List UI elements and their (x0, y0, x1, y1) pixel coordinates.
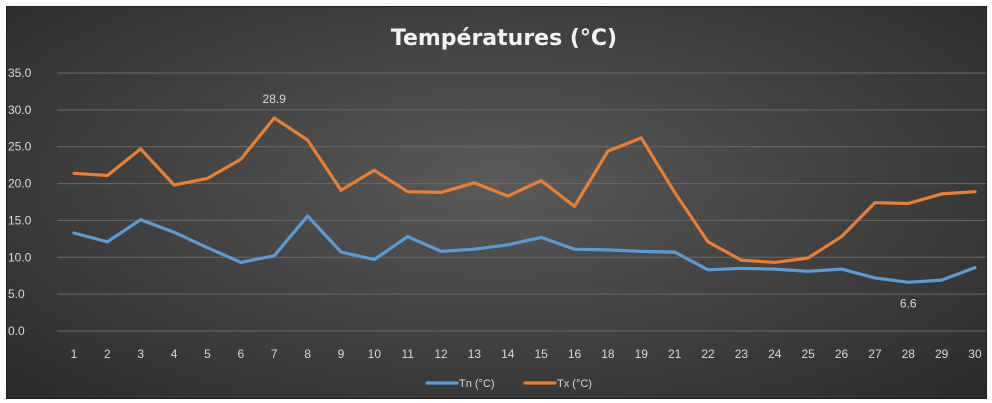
legend-label: Tn (°C) (459, 378, 495, 390)
x-tick-label: 15 (535, 347, 549, 361)
x-tick-label: 6 (238, 347, 245, 361)
x-tick-label: 24 (768, 347, 782, 361)
x-tick-label: 26 (835, 347, 849, 361)
y-tick-label: 5.0 (8, 287, 25, 301)
x-tick-label: 23 (735, 347, 749, 361)
chart-area: Températures (°C) 0.0 5.0 10.0 15.0 20.0 25.0… (6, 6, 987, 399)
x-tick-label: 13 (468, 347, 482, 361)
x-tick-label: 9 (338, 347, 345, 361)
x-tick-label: 10 (368, 347, 382, 361)
y-tick-label: 30.0 (8, 103, 32, 117)
x-tick-label: 5 (204, 347, 211, 361)
x-tick-label: 30 (968, 347, 982, 361)
x-tick-label: 28 (902, 347, 916, 361)
chart-title: Températures (°C) (391, 26, 617, 51)
x-tick-label: 8 (304, 347, 311, 361)
y-tick-label: 0.0 (8, 324, 25, 338)
x-tick-label: 14 (501, 347, 515, 361)
legend: Tn (°C) Tx (°C) (425, 378, 592, 390)
x-tick-label: 21 (668, 347, 682, 361)
x-tick-label: 22 (701, 347, 715, 361)
x-tick-label: 2 (104, 347, 111, 361)
data-label: 28.9 (263, 92, 287, 106)
x-tick-label: 19 (635, 347, 649, 361)
series-line-tx (72, 116, 977, 264)
line-chart: Températures (°C) 0.0 5.0 10.0 15.0 20.0 25.0… (8, 26, 986, 390)
series-line-tn (72, 214, 977, 284)
y-tick-label: 15.0 (8, 213, 32, 227)
x-tick-label: 16 (568, 347, 582, 361)
x-tick-label: 11 (401, 347, 414, 361)
y-tick-label: 10.0 (8, 250, 32, 264)
x-tick-label: 18 (601, 347, 615, 361)
y-tick-label: 20.0 (8, 177, 32, 191)
y-tick-label: 25.0 (8, 140, 32, 154)
data-label: 6.6 (900, 296, 917, 310)
x-tick-label: 7 (271, 347, 278, 361)
x-tick-label: 1 (71, 347, 78, 361)
legend-label: Tx (°C) (557, 378, 592, 390)
x-tick-label: 25 (801, 347, 815, 361)
x-tick-label: 12 (434, 347, 448, 361)
x-tick-label: 29 (935, 347, 949, 361)
x-tick-label: 27 (868, 347, 882, 361)
y-tick-label: 35.0 (8, 66, 32, 80)
x-tick-label: 3 (137, 347, 144, 361)
x-tick-label: 4 (171, 347, 178, 361)
